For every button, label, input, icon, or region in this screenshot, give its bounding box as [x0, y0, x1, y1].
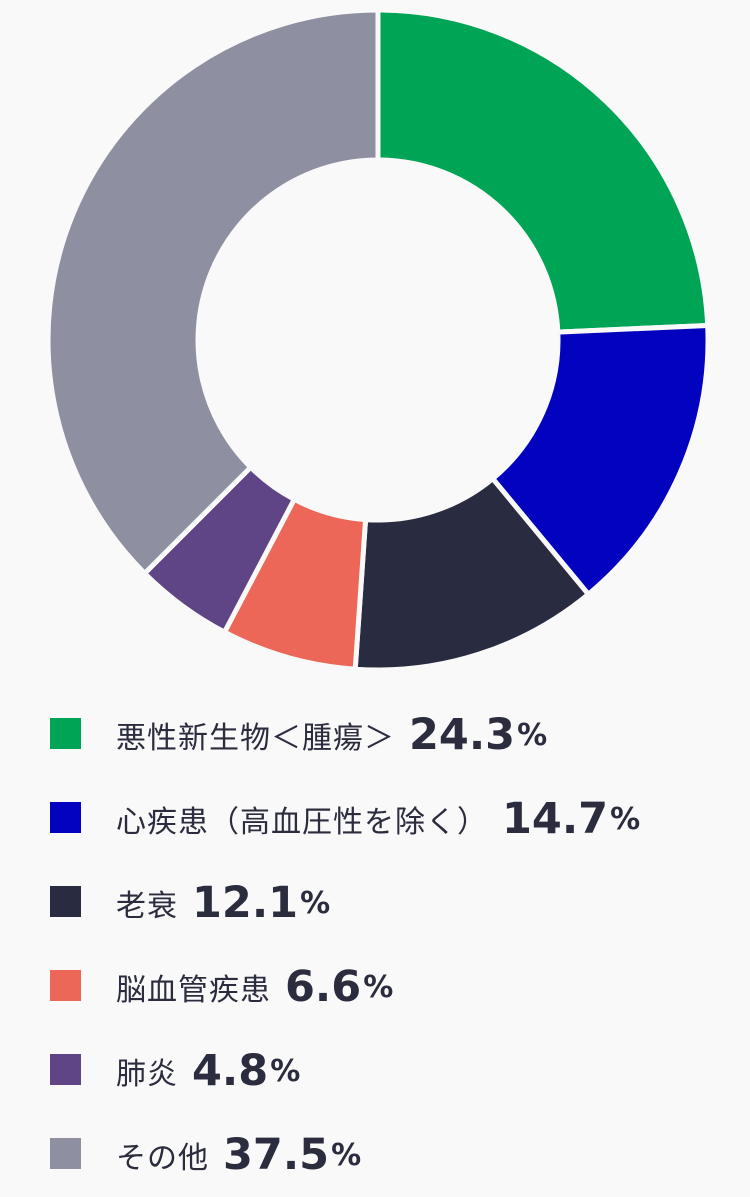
legend-unit: %	[270, 1053, 301, 1089]
legend-label: その他	[116, 1141, 209, 1176]
chart-legend: 悪性新生物＜腫瘍＞ 24.3 % 心疾患（高血圧性を除く） 14.7 % 老衰 …	[0, 693, 750, 1197]
legend-value: 37.5	[223, 1130, 330, 1180]
legend-swatch	[50, 1138, 81, 1169]
donut-slice-malignant-neoplasm	[375, 7, 711, 335]
legend-unit: %	[331, 1137, 362, 1173]
donut-slice-heart-disease	[490, 322, 711, 597]
legend-swatch	[50, 886, 81, 917]
legend-swatch	[50, 1054, 81, 1085]
legend-value: 24.3	[409, 710, 516, 760]
legend-label: 悪性新生物＜腫瘍＞	[116, 721, 395, 756]
legend-item-malignant-neoplasm: 悪性新生物＜腫瘍＞ 24.3 %	[0, 693, 750, 777]
legend-value: 12.1	[192, 878, 299, 928]
legend-unit: %	[300, 885, 331, 921]
legend-item-senility: 老衰 12.1 %	[0, 861, 750, 945]
legend-item-cerebrovascular-disease: 脳血管疾患 6.6 %	[0, 945, 750, 1029]
donut-chart	[45, 7, 711, 670]
legend-label: 脳血管疾患	[116, 973, 271, 1008]
legend-swatch	[50, 802, 81, 833]
legend-item-pneumonia: 肺炎 4.8 %	[0, 1029, 750, 1113]
legend-label: 肺炎	[116, 1057, 178, 1092]
legend-value: 6.6	[285, 962, 362, 1012]
legend-value: 4.8	[192, 1046, 269, 1096]
legend-unit: %	[517, 717, 548, 753]
legend-swatch	[50, 718, 81, 749]
legend-swatch	[50, 970, 81, 1001]
legend-unit: %	[363, 969, 394, 1005]
legend-item-other: その他 37.5 %	[0, 1113, 750, 1197]
legend-label: 老衰	[116, 889, 178, 924]
legend-item-heart-disease: 心疾患（高血圧性を除く） 14.7 %	[0, 777, 750, 861]
legend-label: 心疾患（高血圧性を除く）	[116, 805, 488, 840]
legend-unit: %	[610, 801, 641, 837]
legend-value: 14.7	[502, 794, 609, 844]
donut-slice-other	[45, 7, 381, 576]
